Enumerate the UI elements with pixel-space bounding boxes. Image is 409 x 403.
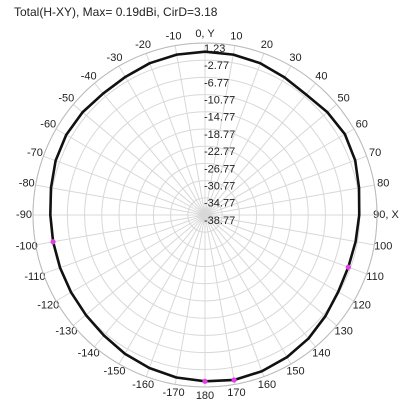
theta-tick-label: 10 bbox=[230, 31, 242, 43]
marker bbox=[345, 264, 351, 270]
r-tick-label: -22.77 bbox=[204, 146, 235, 158]
theta-tick-label: 110 bbox=[366, 271, 384, 283]
r-tick-label: -38.77 bbox=[204, 215, 235, 227]
theta-tick-label: -10 bbox=[166, 31, 182, 43]
theta-tick-label: 90, X bbox=[373, 209, 399, 221]
theta-tick-label: 160 bbox=[258, 379, 276, 391]
theta-tick-label: 130 bbox=[334, 325, 352, 337]
theta-tick-label: -20 bbox=[135, 39, 151, 51]
theta-tick-label: -110 bbox=[24, 271, 45, 283]
grid-spoke bbox=[43, 155, 206, 216]
r-tick-label: -26.77 bbox=[204, 163, 235, 175]
theta-tick-label: 140 bbox=[312, 348, 330, 360]
theta-tick-label: -80 bbox=[19, 177, 35, 189]
grid-spoke bbox=[204, 104, 338, 216]
grid-spoke bbox=[204, 214, 338, 326]
grid-spoke bbox=[204, 214, 355, 302]
marker bbox=[202, 378, 208, 384]
outer-circle bbox=[32, 42, 378, 388]
theta-tick-label: -130 bbox=[55, 325, 77, 337]
theta-tick-label: 80 bbox=[377, 177, 389, 189]
grid-spoke bbox=[204, 65, 292, 216]
theta-tick-label: -30 bbox=[107, 52, 123, 64]
grid-spoke bbox=[55, 128, 206, 216]
grid-spoke bbox=[204, 214, 236, 385]
theta-tick-label: -140 bbox=[78, 348, 100, 360]
theta-tick-label: 40 bbox=[315, 70, 327, 82]
theta-tick-label: -120 bbox=[37, 299, 59, 311]
grid-spoke bbox=[118, 214, 206, 365]
theta-tick-label: 70 bbox=[369, 147, 381, 159]
grid-spoke bbox=[204, 214, 367, 275]
grid-spoke bbox=[145, 214, 206, 377]
grid-spoke bbox=[204, 214, 375, 246]
grid-spoke bbox=[204, 53, 265, 216]
grid-spoke bbox=[204, 214, 292, 365]
r-tick-label: -30.77 bbox=[204, 181, 235, 193]
theta-tick-label: 100 bbox=[374, 240, 392, 252]
theta-tick-label: -90 bbox=[16, 209, 32, 221]
grid-spoke bbox=[55, 214, 206, 302]
grid-spoke bbox=[204, 184, 375, 216]
grid-spoke bbox=[204, 214, 265, 377]
theta-tick-label: 120 bbox=[353, 299, 371, 311]
grid-spoke bbox=[204, 82, 316, 216]
grid-spoke bbox=[204, 45, 236, 216]
pattern-trace bbox=[49, 50, 361, 383]
r-tick-label: -2.77 bbox=[204, 60, 229, 72]
theta-tick-label: -40 bbox=[81, 70, 97, 82]
theta-tick-label: 20 bbox=[261, 39, 273, 51]
grid-spoke bbox=[204, 214, 316, 348]
marker bbox=[50, 239, 56, 245]
grid-spoke bbox=[118, 65, 206, 216]
theta-tick-label: 60 bbox=[356, 118, 368, 130]
theta-tick-label: 30 bbox=[289, 52, 301, 64]
theta-tick-label: -100 bbox=[16, 240, 38, 252]
grid-spoke bbox=[174, 214, 206, 385]
grid-spoke bbox=[94, 214, 206, 348]
theta-tick-label: 180 bbox=[196, 390, 214, 402]
grid-spoke bbox=[204, 155, 367, 216]
theta-tick-label: 50 bbox=[338, 93, 350, 105]
theta-tick-label: 0, Y bbox=[195, 28, 215, 40]
theta-tick-label: -150 bbox=[103, 366, 125, 378]
grid-spoke bbox=[43, 214, 206, 275]
theta-tick-label: 170 bbox=[227, 387, 245, 399]
theta-tick-label: -160 bbox=[132, 379, 154, 391]
grid-spoke bbox=[72, 214, 206, 326]
theta-tick-label: -70 bbox=[27, 147, 43, 159]
grid-spoke bbox=[204, 128, 355, 216]
grid-spoke bbox=[72, 104, 206, 216]
chart-title: Total(H-XY), Max= 0.19dBi, CirD=3.18 bbox=[14, 5, 218, 19]
grid-spoke bbox=[94, 82, 206, 216]
r-tick-label: -34.77 bbox=[204, 198, 235, 210]
grid-spoke bbox=[35, 184, 206, 216]
theta-tick-label: -50 bbox=[58, 93, 74, 105]
marker bbox=[231, 377, 237, 383]
grid-spoke bbox=[174, 45, 206, 216]
r-tick-label: -6.77 bbox=[204, 77, 229, 89]
theta-tick-label: -170 bbox=[163, 387, 185, 399]
theta-tick-label: -60 bbox=[40, 118, 56, 130]
r-tick-label: -18.77 bbox=[204, 129, 235, 141]
grid-spoke bbox=[35, 214, 206, 246]
grid-spoke bbox=[145, 53, 206, 216]
r-tick-label: -14.77 bbox=[204, 112, 235, 124]
theta-tick-label: 150 bbox=[286, 366, 304, 378]
r-tick-label: -10.77 bbox=[204, 95, 235, 107]
